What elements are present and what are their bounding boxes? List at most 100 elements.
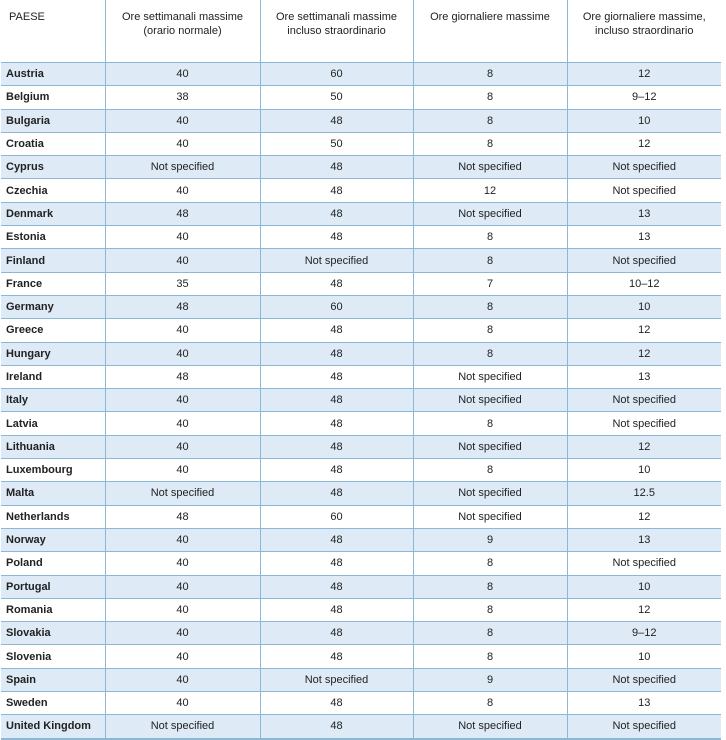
country-cell: Estonia xyxy=(1,225,106,250)
daily-normal-cell: Not specified xyxy=(412,504,568,529)
daily-normal-cell: Not specified xyxy=(412,714,568,740)
weekly-overtime-cell: 60 xyxy=(259,294,414,320)
table-row: Romania 40 48 8 12 xyxy=(1,597,721,623)
weekly-overtime-cell: 48 xyxy=(259,271,414,296)
daily-normal-cell: 8 xyxy=(412,318,568,343)
country-cell: Slovakia xyxy=(1,621,106,646)
table-row: Malta Not specified 48 Not specified 12.5 xyxy=(1,481,721,506)
daily-overtime-cell: Not specified xyxy=(566,714,721,740)
daily-overtime-cell: 10 xyxy=(566,458,721,483)
country-cell: Ireland xyxy=(1,364,106,390)
daily-overtime-cell: 10 xyxy=(566,574,721,599)
country-cell: Luxembourg xyxy=(1,458,106,483)
country-cell: Norway xyxy=(1,527,106,553)
weekly-overtime-cell: 48 xyxy=(259,574,414,599)
weekly-normal-cell: 40 xyxy=(104,434,261,460)
daily-normal-cell: Not specified xyxy=(412,388,568,413)
country-cell: Finland xyxy=(1,248,106,273)
table-row: Greece 40 48 8 12 xyxy=(1,318,721,343)
country-cell: Austria xyxy=(1,61,106,87)
weekly-normal-cell: 40 xyxy=(104,318,261,343)
weekly-normal-cell: 40 xyxy=(104,248,261,273)
daily-normal-cell: 8 xyxy=(412,294,568,320)
country-cell: Malta xyxy=(1,481,106,506)
country-cell: Slovenia xyxy=(1,644,106,669)
daily-overtime-cell: Not specified xyxy=(566,248,721,273)
table-row: Netherlands 48 60 Not specified 12 xyxy=(1,504,721,529)
table-row: Lithuania 40 48 Not specified 12 xyxy=(1,434,721,460)
weekly-normal-cell: Not specified xyxy=(104,481,261,506)
daily-normal-cell: Not specified xyxy=(412,201,568,227)
daily-overtime-cell: 12 xyxy=(566,61,721,87)
table-row: Czechia 40 48 12 Not specified xyxy=(1,178,721,203)
weekly-overtime-cell: 48 xyxy=(259,388,414,413)
weekly-normal-cell: 40 xyxy=(104,108,261,133)
header-daily-normal: Ore giornaliere massime xyxy=(412,0,568,63)
weekly-normal-cell: Not specified xyxy=(104,155,261,180)
weekly-overtime-cell: Not specified xyxy=(259,667,414,693)
table-header: PAESE Ore settimanali massime (orario no… xyxy=(1,0,721,63)
daily-overtime-cell: Not specified xyxy=(566,155,721,180)
daily-overtime-cell: Not specified xyxy=(566,388,721,413)
weekly-overtime-cell: 48 xyxy=(259,434,414,460)
daily-normal-cell: 8 xyxy=(412,411,568,436)
weekly-overtime-cell: 48 xyxy=(259,318,414,343)
table-row: Poland 40 48 8 Not specified xyxy=(1,551,721,576)
daily-normal-cell: 8 xyxy=(412,597,568,623)
table-row: Latvia 40 48 8 Not specified xyxy=(1,411,721,436)
weekly-overtime-cell: 48 xyxy=(259,225,414,250)
weekly-normal-cell: 40 xyxy=(104,621,261,646)
country-cell: Latvia xyxy=(1,411,106,436)
country-cell: Croatia xyxy=(1,131,106,157)
country-cell: Belgium xyxy=(1,85,106,110)
weekly-overtime-cell: 48 xyxy=(259,178,414,203)
weekly-overtime-cell: 48 xyxy=(259,458,414,483)
weekly-overtime-cell: 48 xyxy=(259,527,414,553)
daily-normal-cell: 12 xyxy=(412,178,568,203)
daily-overtime-cell: Not specified xyxy=(566,667,721,693)
country-cell: Germany xyxy=(1,294,106,320)
table-row: Luxembourg 40 48 8 10 xyxy=(1,458,721,483)
country-cell: Greece xyxy=(1,318,106,343)
weekly-overtime-cell: 48 xyxy=(259,714,414,740)
weekly-overtime-cell: 48 xyxy=(259,201,414,227)
weekly-normal-cell: 40 xyxy=(104,551,261,576)
weekly-overtime-cell: 50 xyxy=(259,85,414,110)
weekly-normal-cell: 40 xyxy=(104,597,261,623)
daily-overtime-cell: Not specified xyxy=(566,551,721,576)
weekly-overtime-cell: 48 xyxy=(259,621,414,646)
weekly-normal-cell: 40 xyxy=(104,458,261,483)
header-daily-overtime: Ore giornaliere massime, incluso straord… xyxy=(566,0,721,63)
country-cell: Sweden xyxy=(1,691,106,716)
table-row: Belgium 38 50 8 9–12 xyxy=(1,85,721,110)
table-body: Austria 40 60 8 12 Belgium 38 50 8 9–12 Bulgaria 40… xyxy=(1,61,721,740)
weekly-overtime-cell: 60 xyxy=(259,504,414,529)
daily-overtime-cell: 10 xyxy=(566,108,721,133)
daily-normal-cell: 8 xyxy=(412,131,568,157)
daily-normal-cell: 8 xyxy=(412,644,568,669)
weekly-normal-cell: 40 xyxy=(104,691,261,716)
daily-overtime-cell: 13 xyxy=(566,225,721,250)
daily-overtime-cell: 12.5 xyxy=(566,481,721,506)
daily-overtime-cell: 10 xyxy=(566,644,721,669)
country-cell: Cyprus xyxy=(1,155,106,180)
daily-overtime-cell: 13 xyxy=(566,364,721,390)
weekly-overtime-cell: 48 xyxy=(259,364,414,390)
country-cell: Poland xyxy=(1,551,106,576)
weekly-normal-cell: 40 xyxy=(104,225,261,250)
table-row: Estonia 40 48 8 13 xyxy=(1,225,721,250)
country-cell: Bulgaria xyxy=(1,108,106,133)
daily-normal-cell: 8 xyxy=(412,225,568,250)
weekly-normal-cell: 35 xyxy=(104,271,261,296)
weekly-overtime-cell: 48 xyxy=(259,155,414,180)
daily-overtime-cell: Not specified xyxy=(566,411,721,436)
table-row: Ireland 48 48 Not specified 13 xyxy=(1,364,721,390)
weekly-normal-cell: 40 xyxy=(104,341,261,366)
weekly-overtime-cell: 48 xyxy=(259,481,414,506)
daily-normal-cell: 8 xyxy=(412,691,568,716)
weekly-overtime-cell: 48 xyxy=(259,644,414,669)
weekly-normal-cell: Not specified xyxy=(104,714,261,740)
weekly-normal-cell: 40 xyxy=(104,178,261,203)
weekly-overtime-cell: 48 xyxy=(259,108,414,133)
